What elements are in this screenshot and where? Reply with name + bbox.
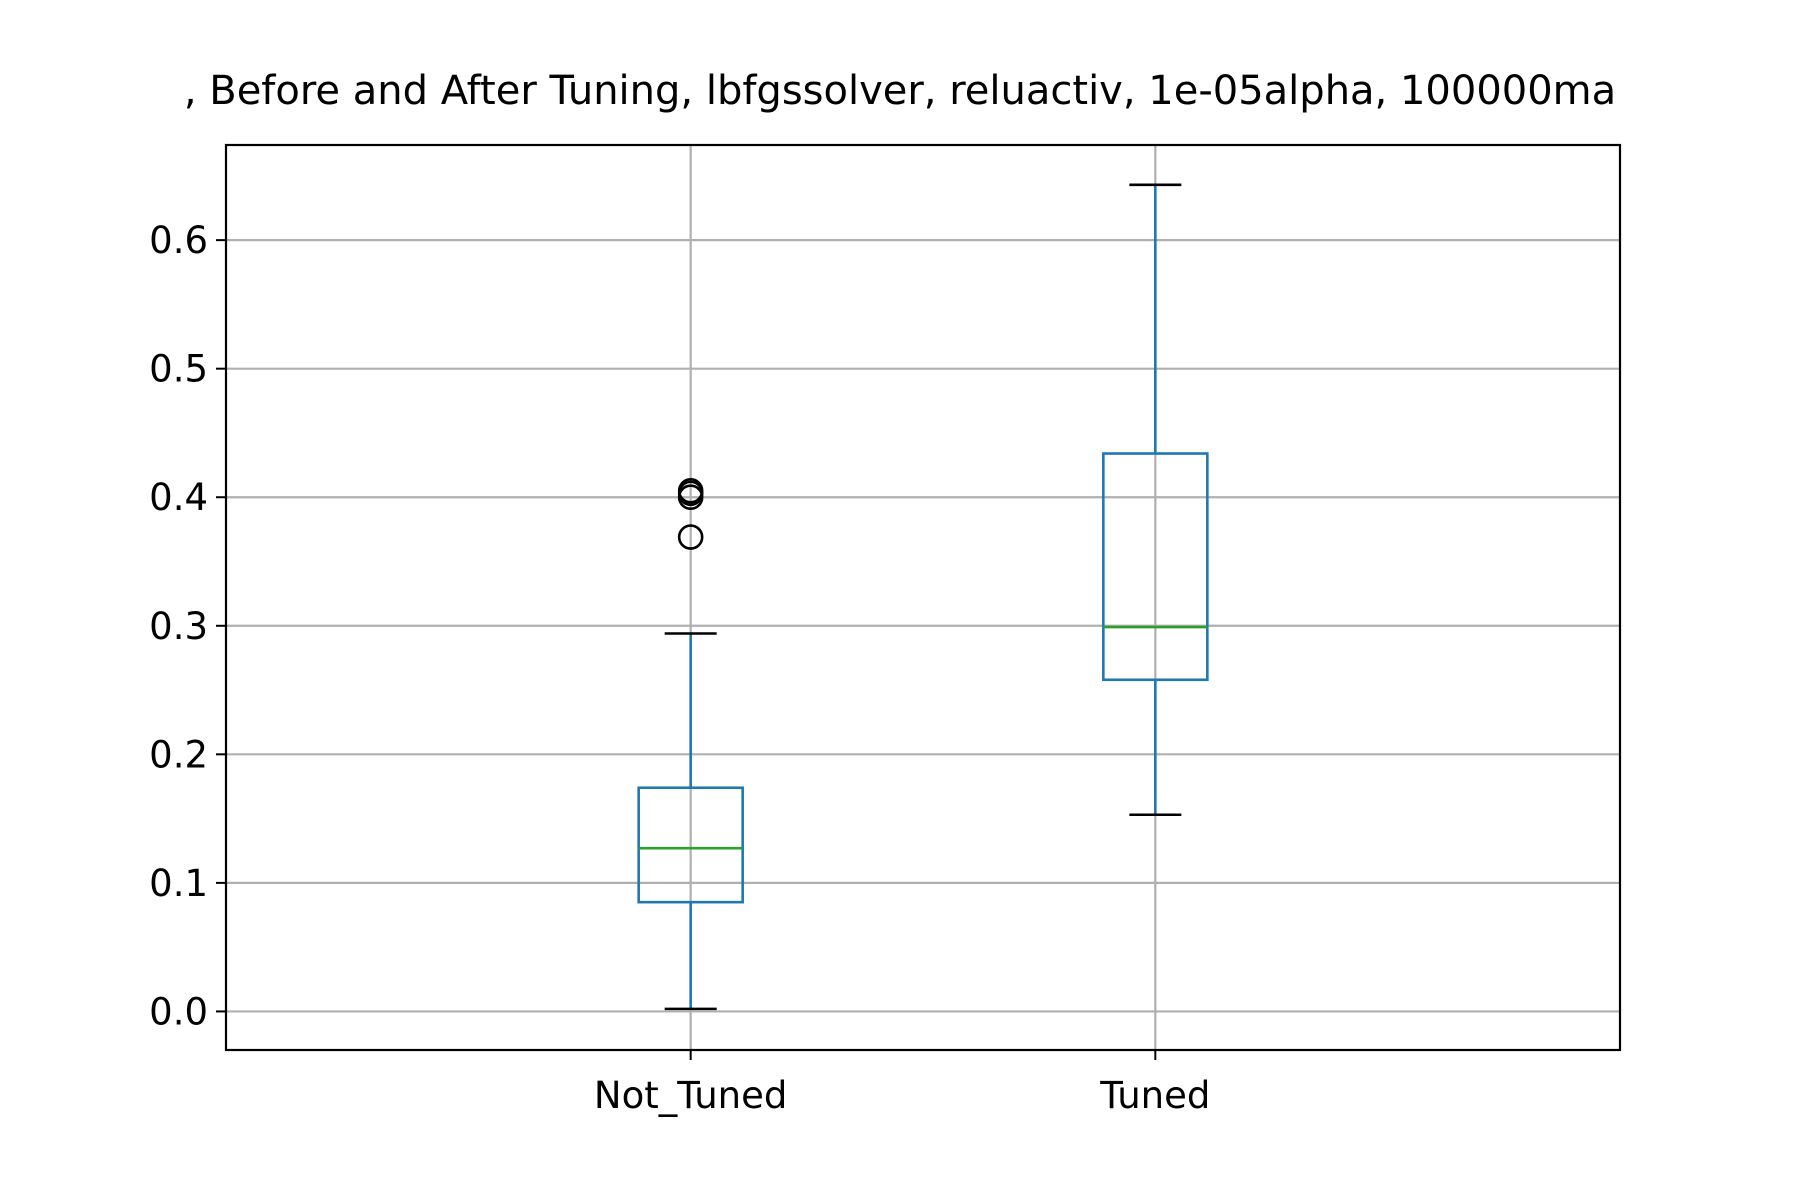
y-tick-label: 0.6 xyxy=(149,219,208,262)
y-tick-label: 0.5 xyxy=(149,348,208,391)
box-plot-marks xyxy=(637,183,1209,1011)
x-tick-label: Not_Tuned xyxy=(594,1074,787,1117)
box-group-not-tuned xyxy=(637,478,744,1011)
y-tick-label: 0.0 xyxy=(149,990,208,1033)
box-group-tuned xyxy=(1102,183,1209,817)
y-tick-label: 0.3 xyxy=(149,605,208,648)
outlier-point xyxy=(677,478,704,504)
chart-title: , Before and After Tuning, lbfgssolver, … xyxy=(184,68,1616,114)
y-tick-label: 0.1 xyxy=(149,862,208,905)
x-tick-label: Tuned xyxy=(1099,1074,1210,1117)
iqr-box xyxy=(1102,452,1209,682)
y-tick-label: 0.2 xyxy=(149,733,208,776)
y-tick-label: 0.4 xyxy=(149,476,208,519)
outlier-point xyxy=(677,524,704,550)
axis-ticks: 0.0 0.1 0.2 0.3 0.4 0.5 0.6 Not_Tuned Tuned xyxy=(149,219,1210,1117)
iqr-box xyxy=(637,786,744,904)
plot-frame xyxy=(224,143,1622,1052)
grid-lines xyxy=(226,145,1620,1050)
